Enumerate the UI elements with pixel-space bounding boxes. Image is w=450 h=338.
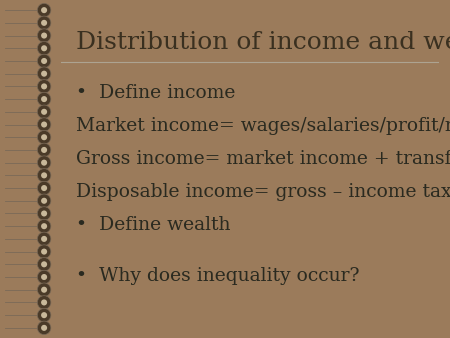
Text: Distribution of income and wealth: Distribution of income and wealth [76,30,450,53]
Text: •  Define income: • Define income [76,84,235,102]
Text: •  Define wealth: • Define wealth [76,216,230,235]
Text: •  Why does inequality occur?: • Why does inequality occur? [76,267,360,285]
Text: Disposable income= gross – income tax: Disposable income= gross – income tax [76,184,450,201]
Text: Market income= wages/salaries/profit/rent: Market income= wages/salaries/profit/ren… [76,117,450,136]
Text: Gross income= market income + transfers: Gross income= market income + transfers [76,150,450,168]
